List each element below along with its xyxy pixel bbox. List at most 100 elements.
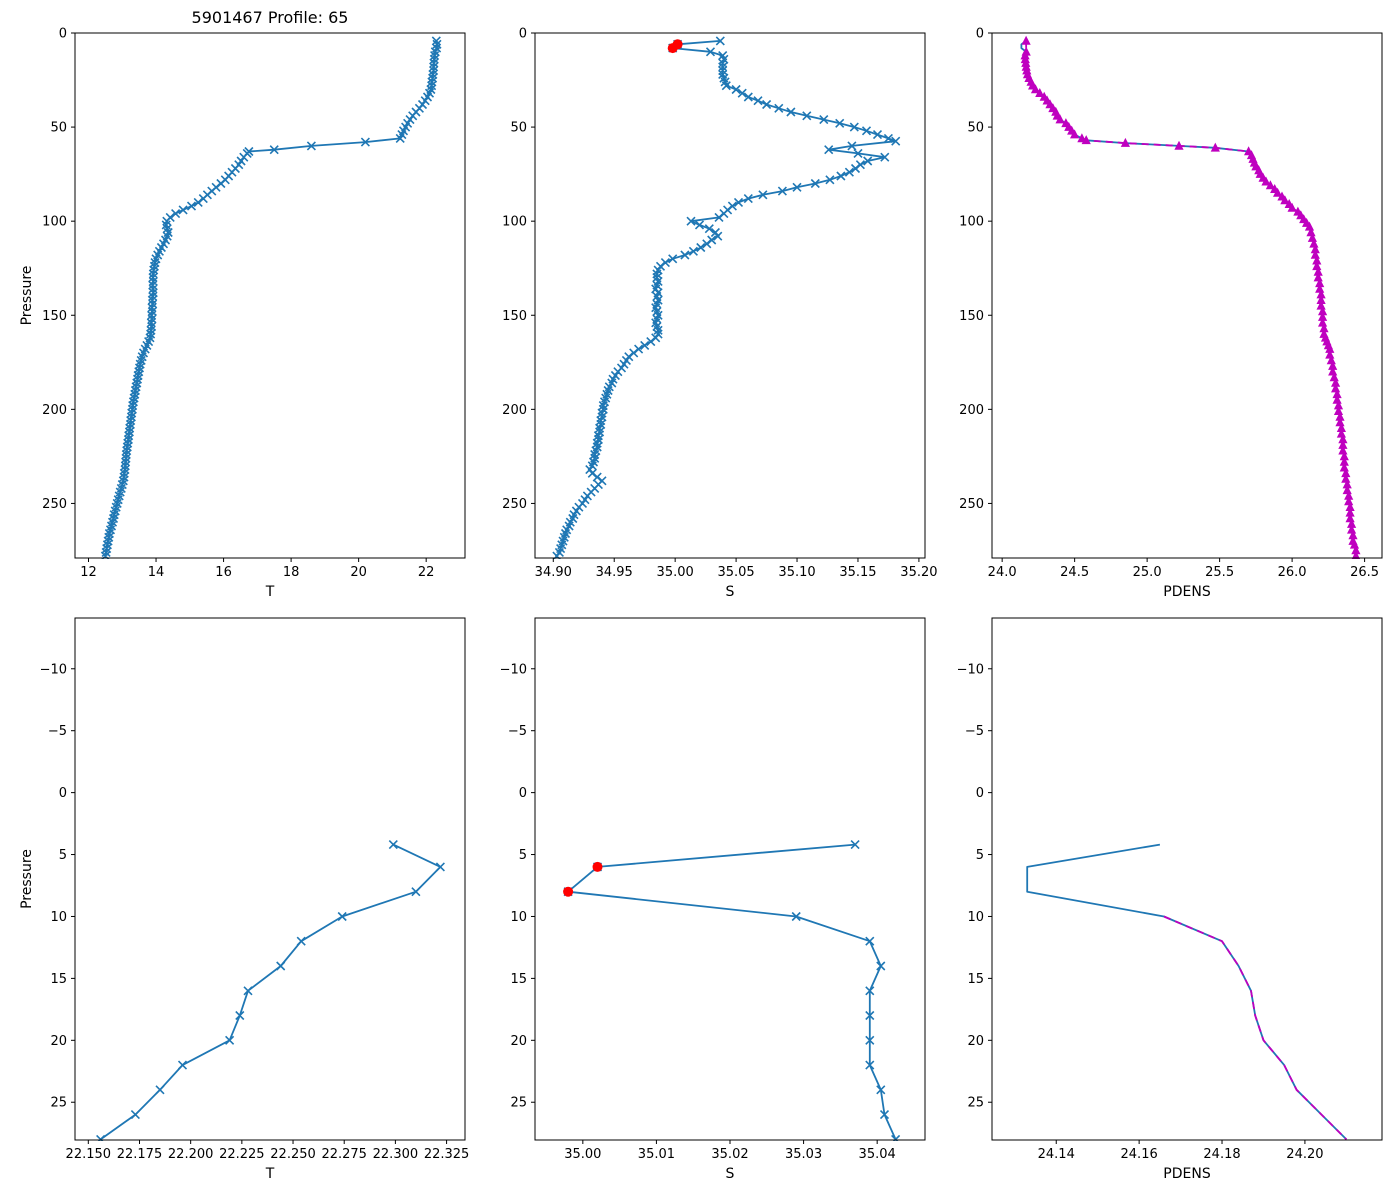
s-profile-full-svg: 34.90 34.95 35.00 35.05 35.10 35.15 35.20 0 50 10…: [502, 27, 937, 601]
y-axis-label: Pressure: [19, 849, 35, 909]
y-tick-label: −5: [965, 724, 984, 739]
y-tick-label: 5: [976, 848, 984, 863]
y-tick-label: 20: [510, 1034, 527, 1049]
y-tick-label: 10: [510, 910, 527, 925]
x-tick-label: 25.5: [1205, 565, 1234, 580]
y-tick-label: 200: [959, 403, 984, 418]
salinity-x-markers: [552, 36, 901, 559]
x-tick-label: 35.00: [564, 1147, 601, 1162]
s-profile-full-axes-frame: [534, 32, 926, 559]
x-tick-label: 24.0: [988, 565, 1017, 580]
y-axis-label: Pressure: [19, 266, 35, 326]
x-tick-label: 22.175: [117, 1147, 163, 1162]
y-tick-label: 150: [502, 309, 527, 324]
x-axis-label: S: [726, 584, 735, 600]
y-tick-label: 150: [42, 309, 67, 324]
y-tick-label: 25: [510, 1096, 527, 1111]
s-profile-zoom-svg: 35.00 35.01 35.02 35.03 35.04 −10 −5 0 5 10 15 20 25…: [500, 617, 926, 1182]
temperature-top30-line: [100, 843, 442, 1141]
s-profile-full-plot-area: [552, 36, 901, 559]
s-profile-zoom-plot-area: [563, 840, 901, 1141]
x-tick-label: 24.18: [1203, 1147, 1240, 1162]
pdens-adjusted-triangle-markers: [1020, 35, 1361, 559]
x-tick-label: 26.0: [1278, 565, 1307, 580]
x-tick-label: 14: [148, 565, 165, 580]
y-tick-label: 5: [519, 848, 527, 863]
t-profile-zoom-axes-frame: [74, 617, 466, 1141]
x-tick-label: 20: [350, 565, 367, 580]
x-tick-label: 24.20: [1286, 1147, 1323, 1162]
temperature-top30-x-markers: [96, 840, 445, 1141]
x-tick-label: 35.20: [900, 565, 937, 580]
flagged-salinity-dot-marker: [667, 43, 678, 54]
pdens-raw-line: [1020, 40, 1357, 557]
y-tick-label: 15: [510, 972, 527, 987]
y-tick-label: 10: [967, 910, 984, 925]
y-tick-label: 200: [42, 403, 67, 418]
pdens-profile-zoom-axes-frame: [991, 617, 1383, 1141]
pdens-profile-full-plot-area: [1020, 35, 1361, 559]
y-tick-label: 0: [976, 786, 984, 801]
y-tick-label: 20: [50, 1034, 67, 1049]
pdens-adjusted-line: [1024, 40, 1357, 557]
y-tick-label: 200: [502, 403, 527, 418]
y-tick-label: 0: [976, 27, 984, 42]
x-tick-label: 22.150: [66, 1147, 112, 1162]
y-tick-label: 50: [967, 121, 984, 136]
figure-title: 5901467 Profile: 65: [191, 8, 349, 27]
t-profile-zoom-svg: 22.150 22.175 22.200 22.225 22.250 22.275 22.3…: [19, 617, 470, 1182]
x-tick-label: 34.95: [596, 565, 633, 580]
subplot-t-profile-zoom: 22.150 22.175 22.200 22.225 22.250 22.275 22.3…: [15, 600, 485, 1200]
y-tick-label: −10: [40, 662, 67, 677]
t-profile-zoom-plot-area: [96, 840, 445, 1141]
y-tick-label: 5: [59, 848, 67, 863]
pdens-profile-zoom-svg: 24.14 24.16 24.18 24.20 −10 −5 0 5 10 15 20 25 PDENS: [957, 617, 1383, 1182]
x-tick-label: 22.275: [321, 1147, 367, 1162]
subplot-pdens-profile: 24.0 24.5 25.0 25.5 26.0 26.5 0 50 100 150 200 250 P…: [932, 0, 1400, 600]
flagged-salinity-top30-dot-marker: [563, 886, 574, 897]
pdens-profile-full-axes-frame: [991, 32, 1383, 559]
x-tick-label: 35.05: [717, 565, 754, 580]
x-tick-label: 24.14: [1038, 1147, 1075, 1162]
flagged-salinity-top30-dot-marker: [592, 861, 603, 872]
x-tick-label: 22.225: [219, 1147, 265, 1162]
pdens-adjusted-top30-line: [1163, 915, 1348, 1141]
x-tick-label: 22.250: [270, 1147, 316, 1162]
x-tick-label: 12: [80, 565, 97, 580]
y-tick-label: 50: [510, 121, 527, 136]
x-tick-label: 26.5: [1350, 565, 1379, 580]
x-axis-label: S: [726, 1166, 735, 1182]
pdens-profile-full-svg: 24.0 24.5 25.0 25.5 26.0 26.5 0 50 100 150 200 250 P…: [959, 27, 1383, 600]
y-tick-label: 20: [967, 1034, 984, 1049]
x-tick-label: 35.04: [859, 1147, 896, 1162]
x-tick-label: 18: [283, 565, 300, 580]
y-tick-label: 50: [50, 121, 67, 136]
x-tick-label: 25.0: [1133, 565, 1162, 580]
x-axis-label: PDENS: [1163, 584, 1211, 600]
t-profile-full-svg: 12 14 16 18 20 22 0 50 100 150 200 250 T Pressure: [19, 27, 466, 600]
x-tick-label: 35.02: [711, 1147, 748, 1162]
x-tick-label: 22: [418, 565, 435, 580]
y-tick-label: −5: [48, 724, 67, 739]
x-tick-label: 35.00: [657, 565, 694, 580]
t-profile-full-axes-frame: [74, 32, 466, 559]
x-tick-label: 24.5: [1060, 565, 1089, 580]
x-tick-label: 24.16: [1121, 1147, 1158, 1162]
subplot-t-profile: 12 14 16 18 20 22 0 50 100 150 200 250 T Pressure: [15, 0, 485, 600]
x-axis-label: T: [265, 584, 275, 600]
subplot-s-profile-zoom: 35.00 35.01 35.02 35.03 35.04 −10 −5 0 5 10 15 20 25…: [475, 600, 945, 1200]
pdens-raw-top30-line: [1026, 843, 1348, 1141]
y-tick-label: 0: [59, 786, 67, 801]
x-tick-label: 22.325: [424, 1147, 470, 1162]
y-tick-label: −5: [508, 724, 527, 739]
y-tick-label: 25: [967, 1096, 984, 1111]
y-tick-label: 10: [50, 910, 67, 925]
y-tick-label: 250: [959, 497, 984, 512]
y-tick-label: 0: [59, 27, 67, 42]
x-tick-label: 35.03: [785, 1147, 822, 1162]
salinity-line: [556, 40, 897, 557]
subplot-s-profile: 34.90 34.95 35.00 35.05 35.10 35.15 35.20 0 50 10…: [475, 0, 945, 601]
x-tick-label: 34.90: [535, 565, 572, 580]
salinity-top30-line: [567, 843, 897, 1140]
